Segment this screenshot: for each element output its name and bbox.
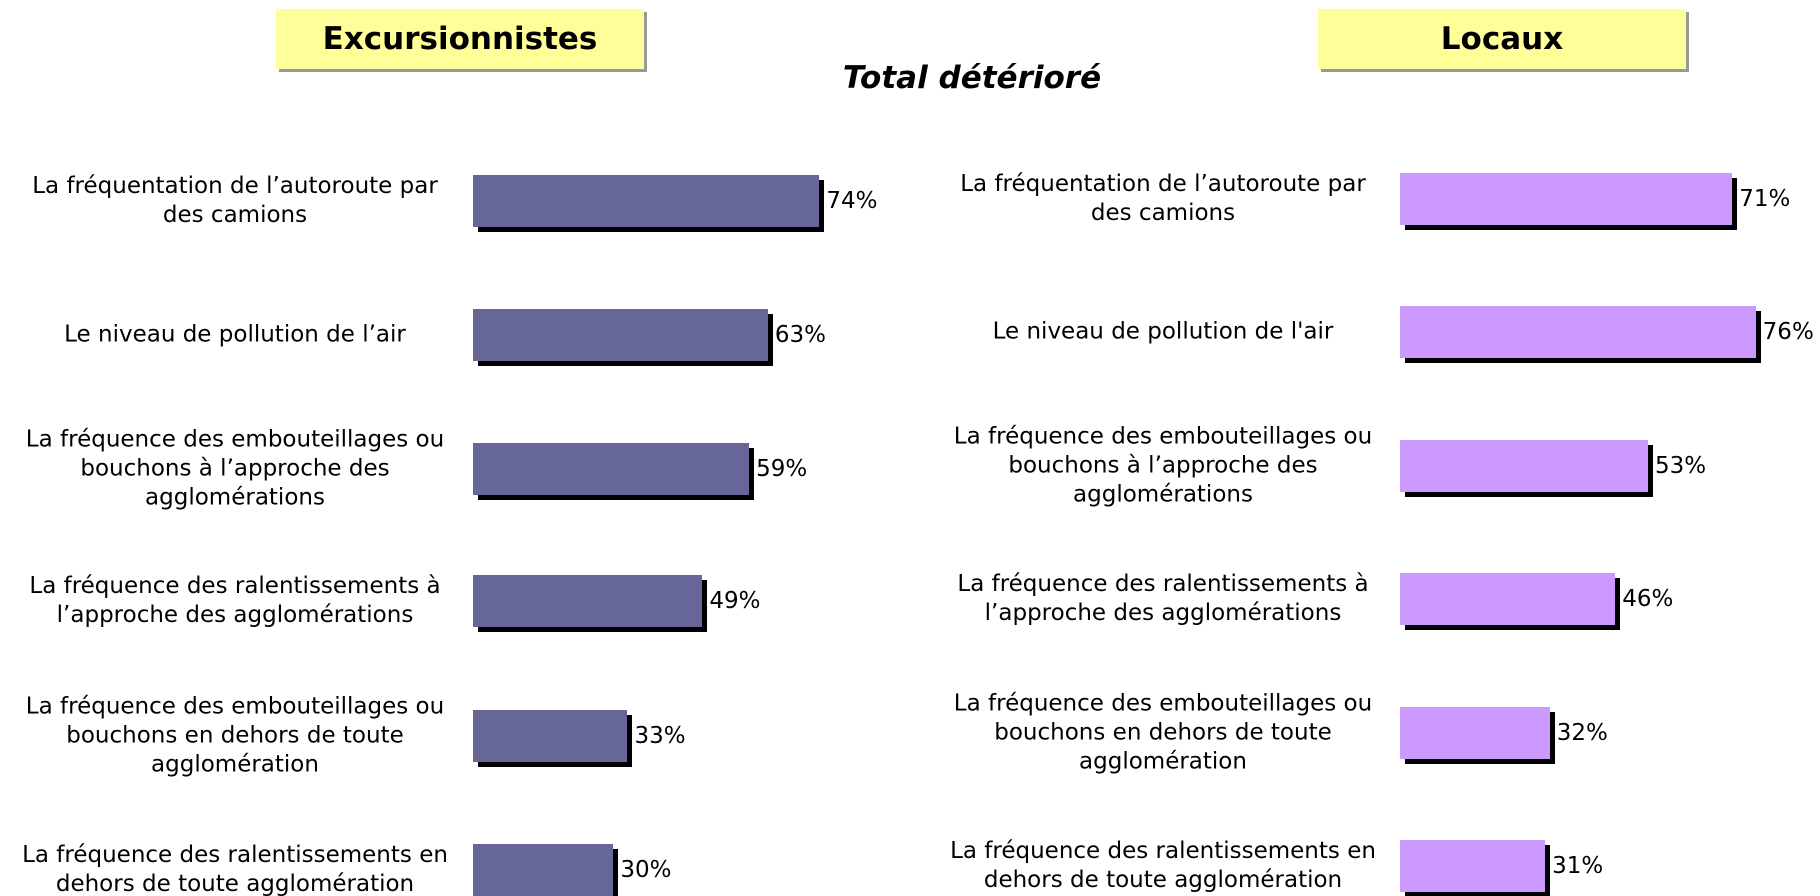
bar [473, 175, 820, 227]
page-title: Total détérioré [842, 60, 1102, 96]
bar [1400, 306, 1756, 358]
category-label: Le niveau de pollution de l'air [992, 318, 1334, 345]
category-label: La fréquence des ralentissements en deho… [22, 842, 448, 896]
category-label: La fréquence des ralentissements à l’app… [957, 571, 1369, 626]
value-label: 32% [1556, 720, 1608, 746]
bar [1400, 573, 1616, 625]
bar [1400, 173, 1733, 225]
value-label: 33% [634, 723, 686, 749]
value-label: 74% [826, 188, 878, 214]
category-label: La fréquence des ralentissements à l’app… [29, 573, 441, 628]
value-label: 49% [709, 588, 761, 614]
value-label: 76% [1762, 319, 1814, 345]
value-label: 53% [1655, 453, 1707, 479]
bar [1400, 440, 1649, 492]
category-label: La fréquence des embouteillages ou bouch… [953, 423, 1373, 508]
category-label: La fréquentation de l’autoroute par des … [32, 173, 438, 228]
value-label: 71% [1739, 186, 1791, 212]
chart-title: Excursionnistes [276, 9, 644, 69]
value-label: 31% [1552, 853, 1604, 879]
category-label: La fréquence des embouteillages ou bouch… [25, 426, 445, 511]
bar [1400, 707, 1550, 759]
bar [473, 575, 703, 627]
bar [473, 844, 614, 896]
category-label: La fréquence des embouteillages ou bouch… [25, 693, 445, 778]
value-label: 46% [1622, 586, 1674, 612]
bar [473, 710, 628, 762]
value-label: 63% [774, 322, 826, 348]
bar [1400, 840, 1546, 892]
bar [473, 309, 768, 361]
chart-title: Locaux [1318, 9, 1686, 69]
category-label: La fréquentation de l’autoroute par des … [960, 171, 1366, 226]
value-label: 30% [620, 857, 672, 883]
category-label: Le niveau de pollution de l’air [64, 321, 406, 348]
bar [473, 443, 750, 495]
category-label: La fréquence des embouteillages ou bouch… [953, 690, 1373, 775]
category-label: La fréquence des ralentissements en deho… [950, 838, 1376, 893]
value-label: 59% [756, 456, 808, 482]
